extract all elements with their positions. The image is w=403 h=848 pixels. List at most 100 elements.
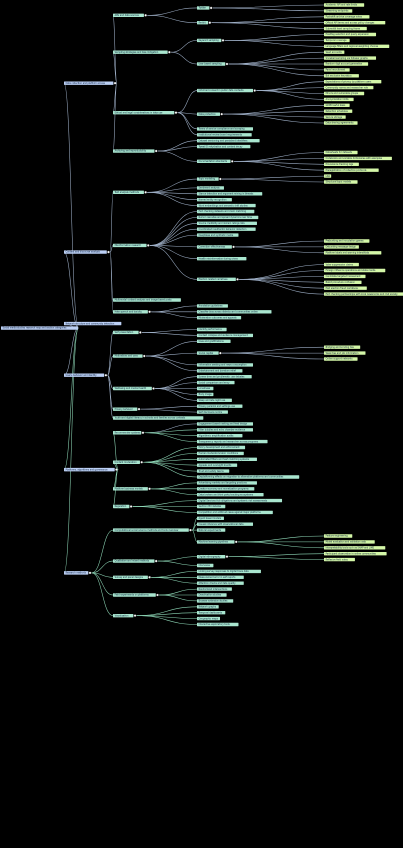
node-box[interactable]: [324, 268, 386, 273]
collapse-toggle-icon[interactable]: [113, 81, 117, 85]
node-box[interactable]: [64, 373, 105, 377]
collapse-toggle-icon[interactable]: [148, 310, 151, 314]
node-box[interactable]: [113, 50, 168, 54]
collapse-toggle-icon[interactable]: [148, 576, 151, 579]
collapse-toggle-icon[interactable]: [133, 614, 137, 617]
node-box[interactable]: [197, 622, 239, 627]
node-platforms-algorithms-and-governance[interactable]: Platforms, algorithms and governance: [64, 467, 118, 472]
node-content-moderation[interactable]: Content moderation: [113, 460, 143, 464]
node-box[interactable]: [197, 504, 226, 509]
node-social-comparison-and-envy[interactable]: Social comparison and envy: [197, 380, 235, 385]
node-classifier-bias-across-dialects-and-comm[interactable]: Classifier bias across dialects and comm…: [197, 310, 272, 314]
node-field-experiments-on-platforms[interactable]: Field experiments on platforms: [113, 593, 159, 597]
collapse-toggle-icon[interactable]: [221, 39, 225, 42]
node-privacy-paradox-and-settings-use[interactable]: Privacy paradox and settings use: [197, 404, 243, 408]
node-automated-filters-and-hash-matching-syst[interactable]: Automated filters and hash matching syst…: [197, 457, 257, 461]
node-box[interactable]: [197, 351, 219, 355]
collapse-toggle-icon[interactable]: [253, 89, 256, 92]
node-qualitative-and-mixed-methods[interactable]: Qualitative and mixed methods: [113, 559, 158, 563]
node-user-based-sampling[interactable]: User based sampling: [197, 62, 229, 66]
node-sentiment-analysis[interactable]: Sentiment analysis: [197, 186, 224, 190]
node-model-evaluation-and-validation-sets[interactable]: Model evaluation and validation sets: [324, 540, 375, 544]
node-box[interactable]: [197, 62, 226, 66]
collapse-toggle-icon[interactable]: [225, 555, 229, 558]
node-box[interactable]: [324, 162, 359, 166]
node-bot-exclusion-heuristics[interactable]: Bot exclusion heuristics: [324, 74, 359, 78]
node-box[interactable]: [197, 392, 214, 397]
node-box[interactable]: [324, 168, 379, 172]
node-box[interactable]: [324, 68, 350, 72]
node-box[interactable]: [197, 21, 209, 25]
node-box[interactable]: [113, 149, 155, 153]
node-box[interactable]: [197, 616, 220, 621]
node-identity-performance[interactable]: Identity performance: [197, 327, 227, 332]
node-rumor-cascades-and-spread-dynamics-over-[interactable]: Rumor cascades and spread dynamics over …: [197, 215, 259, 220]
node-box[interactable]: [197, 593, 227, 597]
node-screen-time-and-problematic-use-debates[interactable]: Screen time and problematic use debates: [197, 375, 252, 379]
node-box[interactable]: [324, 80, 382, 84]
node-appeals-and-oversight-boards[interactable]: Appeals and oversight boards: [197, 463, 238, 467]
node-box[interactable]: [324, 50, 345, 54]
node-box[interactable]: [324, 74, 359, 78]
node-network-graphs[interactable]: Network graphs: [197, 605, 219, 609]
node-secure-storage[interactable]: Secure storage: [324, 115, 346, 119]
node-box[interactable]: [197, 439, 268, 444]
node-box[interactable]: [197, 369, 243, 373]
node-box[interactable]: [324, 280, 362, 284]
node-box[interactable]: [197, 522, 253, 526]
node-foreign-influence-operations-and-state-m[interactable]: Foreign influence operations and state m…: [324, 268, 386, 273]
node-interactive-exploratory-tools[interactable]: Interactive exploratory tools: [197, 622, 239, 627]
node-retention-schedules[interactable]: Retention schedules: [324, 109, 353, 113]
node-reddit[interactable]: Reddit: [197, 21, 212, 25]
node-bridging-and-bonding-ties[interactable]: Bridging and bonding ties: [324, 345, 361, 349]
collapse-toggle-icon[interactable]: [140, 460, 143, 464]
node-filter-bubbles-and-echo-chamber-evidence[interactable]: Filter bubbles and echo chamber evidence: [197, 428, 253, 432]
node-box[interactable]: [197, 581, 244, 585]
node-archiving-and-reproducibility[interactable]: Archiving and reproducibility: [113, 149, 158, 153]
node-data-brokers-and-third-party-tracking-ec[interactable]: Data brokers and third party tracking ec…: [197, 493, 264, 497]
node-documentation-standards[interactable]: Documentation standards: [197, 159, 234, 164]
node-snowball-sampling-via-follower-graphs[interactable]: Snowball sampling via follower graphs: [324, 56, 377, 60]
node-self-disclosure-norms[interactable]: Self disclosure norms: [197, 410, 228, 414]
collapse-toggle-icon[interactable]: [154, 149, 158, 153]
node-box[interactable]: [197, 333, 253, 338]
node-box[interactable]: [113, 330, 139, 335]
node-box[interactable]: [64, 250, 107, 254]
collapse-toggle-icon[interactable]: [139, 331, 142, 334]
collapse-toggle-icon[interactable]: [208, 21, 212, 24]
collapse-toggle-icon[interactable]: [143, 354, 146, 358]
node-text-analysis-methods[interactable]: Text analysis methods: [113, 190, 147, 195]
node-machine-learning-pipelines[interactable]: Machine learning pipelines: [197, 540, 238, 544]
node-box[interactable]: [324, 9, 353, 13]
node-box[interactable]: [197, 127, 253, 131]
node-regulation[interactable]: Regulation: [113, 504, 133, 509]
node-provenance-tracking-logs[interactable]: Provenance tracking logs: [324, 162, 359, 166]
node-box[interactable]: [64, 81, 114, 85]
node-geographic-maps[interactable]: Geographic maps: [197, 616, 220, 621]
node-data-collection-and-platform-access[interactable]: Data collection and platform access: [64, 81, 117, 85]
node-deactivation-studies[interactable]: Deactivation studies: [197, 593, 227, 597]
collapse-toggle-icon[interactable]: [107, 250, 110, 254]
collapse-toggle-icon[interactable]: [144, 191, 147, 194]
node-box[interactable]: [113, 416, 204, 420]
node-browser-extension-studies[interactable]: Browser extension studies: [197, 599, 234, 603]
node-box[interactable]: [64, 571, 89, 575]
node-box[interactable]: [197, 221, 257, 225]
node-election-related-narratives[interactable]: Election related narratives: [197, 277, 239, 282]
node-twitter[interactable]: Twitter: [197, 6, 213, 10]
node-competition-and-antitrust-cases-against-[interactable]: Competition and antitrust cases against …: [197, 510, 273, 515]
node-fact-checking-datasets-and-claim-matchin[interactable]: Fact checking datasets and claim matchin…: [197, 209, 255, 214]
collapse-toggle-icon[interactable]: [148, 487, 151, 491]
collapse-toggle-icon[interactable]: [220, 112, 223, 116]
node-box[interactable]: [197, 112, 220, 116]
node-hashtag-selection-and-query-expansion[interactable]: Hashtag selection and query expansion: [324, 32, 377, 37]
node-box[interactable]: [324, 239, 370, 243]
node-box[interactable]: [197, 186, 224, 190]
node-word-embeddings-and-semantic-drift-studi[interactable]: Word embeddings and semantic drift studi…: [197, 203, 256, 208]
node-prebunking-and-inoculation-games[interactable]: Prebunking and inoculation games: [324, 239, 370, 243]
collapse-toggle-icon[interactable]: [144, 14, 147, 17]
node-privacy-behavior[interactable]: Privacy behavior: [113, 407, 141, 411]
node-digital-services-act-obligations-and-sys[interactable]: Digital Services Act obligations and sys…: [197, 498, 283, 503]
node-box[interactable]: [324, 103, 350, 107]
node-box[interactable]: [197, 386, 214, 391]
